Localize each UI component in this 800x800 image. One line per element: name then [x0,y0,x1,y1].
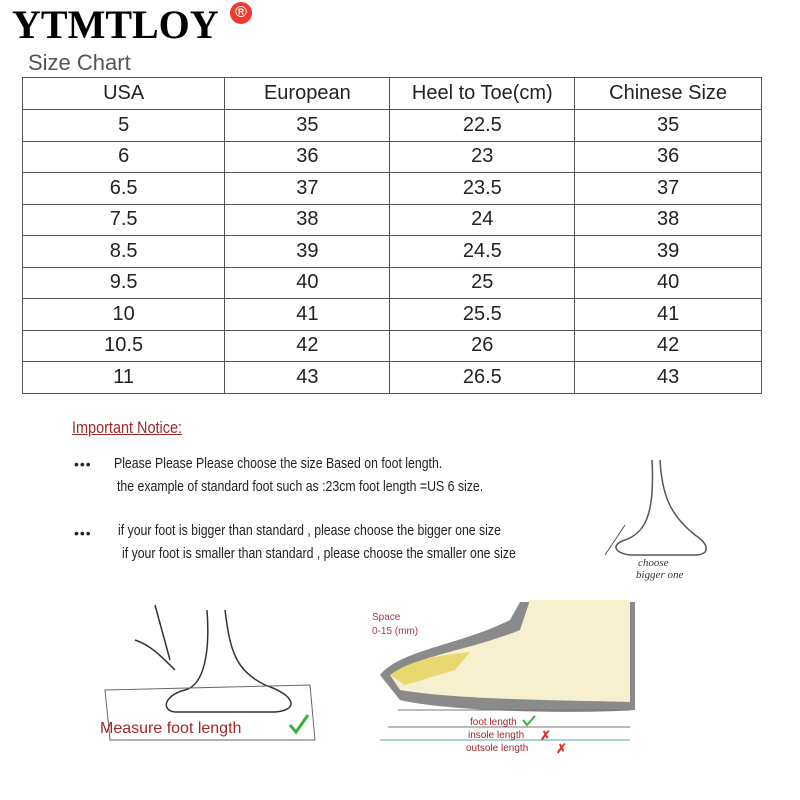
table-cell: 35 [574,109,762,142]
table-cell: 40 [574,266,762,299]
table-cell: 37 [224,172,391,205]
bullet-2: ••• [74,525,92,541]
insole-length-label: insole length [468,730,524,741]
space-label: Space [372,612,401,623]
cross-icon: ✗ [556,741,567,756]
table-cell: 24 [389,203,576,236]
column-header: Heel to Toe(cm) [389,77,576,110]
table-row: 11 43 26.5 43 [21,361,762,394]
table-row: 6.5 37 23.5 37 [21,172,762,205]
notice-line-3: if your foot is bigger than standard , p… [118,522,501,539]
table-cell: 8.5 [21,235,226,268]
table-cell: 5 [21,109,226,142]
table-cell: 43 [574,361,762,394]
check-icon [288,714,310,735]
notice-line-2: the example of standard foot such as :23… [117,478,484,495]
table-cell: 42 [574,329,762,362]
measure-foot-illustration: Measure foot length [100,604,316,741]
table-cell: 6 [21,140,226,173]
column-header: USA [21,77,226,110]
table-cell: 42 [224,329,391,362]
table-cell: 36 [224,140,391,173]
column-header: European [224,77,391,110]
table-cell: 35 [224,109,391,142]
table-cell: 40 [224,266,391,299]
table-cell: 26 [389,329,576,362]
table-cell: 23.5 [389,172,576,205]
size-chart-title: Size Chart [28,50,131,75]
table-cell: 37 [574,172,762,205]
table-cell: 22.5 [389,109,576,142]
table-cell: 25 [389,266,576,299]
foot-length-label: foot length [470,717,517,728]
table-row: 8.5 39 24.5 39 [21,235,762,268]
notice-title: Important Notice: [72,418,183,437]
table-cell: 25.5 [389,298,576,331]
table-cell: 11 [21,361,226,394]
table-row: 9.5 40 25 40 [21,266,762,299]
table-cell: 26.5 [389,361,576,394]
table-row: 10 41 25.5 41 [21,298,762,331]
notice-line-4: if your foot is smaller than standard , … [122,545,516,562]
table-cell: 43 [224,361,391,394]
table-cell: 38 [574,203,762,236]
brand-logo: YTMTLOY [12,2,219,47]
bigger-one-label: bigger one [636,569,683,581]
table-cell: 24.5 [389,235,576,268]
table-cell: 41 [224,298,391,331]
table-cell: 23 [389,140,576,173]
table-cell: 36 [574,140,762,173]
table-cell: 39 [224,235,391,268]
table-cell: 41 [574,298,762,331]
column-header: Chinese Size [574,77,762,110]
table-cell: 38 [224,203,391,236]
registered-mark: ® [230,2,252,24]
size-chart-table: USA European Heel to Toe(cm) Chinese Size 5… [21,77,762,394]
foot-sketch-illustration: choose bigger one [604,459,707,581]
cross-icon: ✗ [540,728,551,743]
measure-label: Measure foot length [100,720,241,737]
table-cell: 10 [21,298,226,331]
table-row: 6 36 23 36 [21,140,762,173]
table-cell: 6.5 [21,172,226,205]
table-row: 5 35 22.5 35 [21,109,762,142]
choose-label: choose [638,557,669,569]
bullet-1: ••• [74,456,92,472]
outsole-length-label: outsole length [466,743,528,754]
table-cell: 7.5 [21,203,226,236]
notice-line-1: Please Please Please choose the size Bas… [114,455,443,472]
check-icon [522,715,536,727]
table-cell: 9.5 [21,266,226,299]
table-row: 10.5 42 26 42 [21,329,762,362]
table-cell: 39 [574,235,762,268]
table-cell: 10.5 [21,329,226,362]
space-range-label: 0-15 (mm) [372,626,418,637]
shoe-diagram-illustration: Space 0-15 (mm) foot length insole lengt… [372,600,635,756]
table-row: 7.5 38 24 38 [21,203,762,236]
